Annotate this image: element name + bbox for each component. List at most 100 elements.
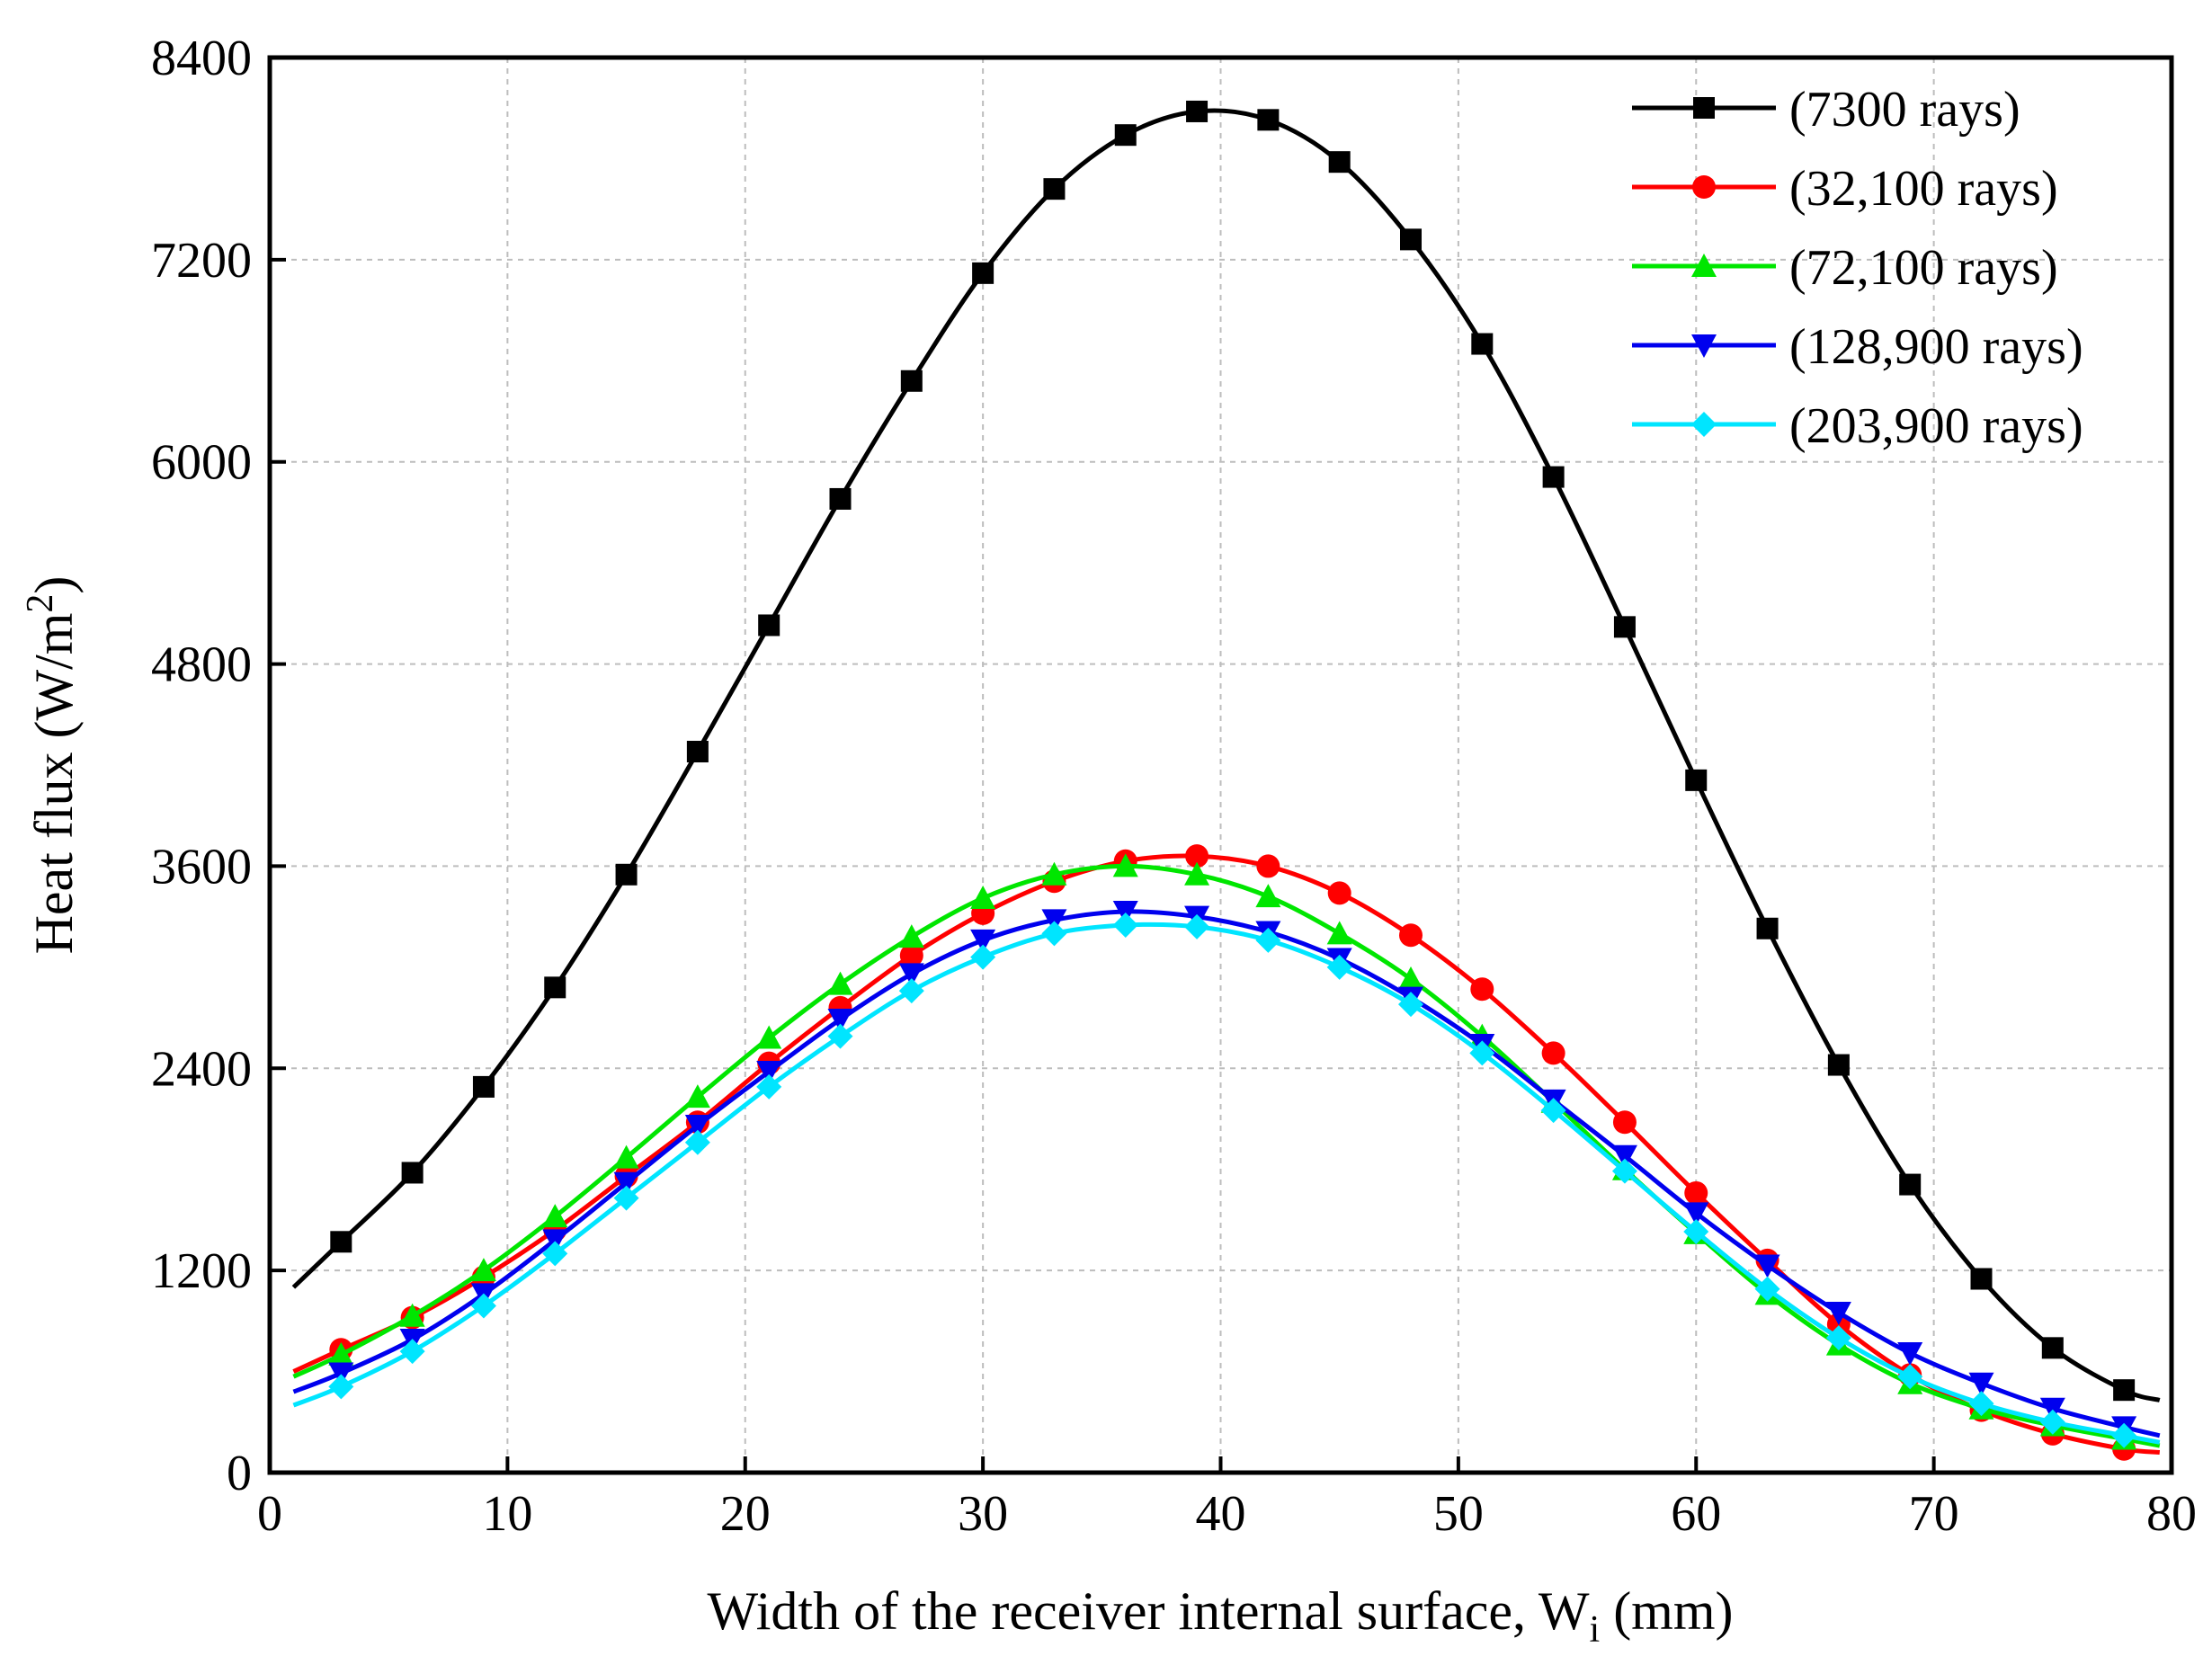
x-tick-label: 80 <box>2146 1486 2197 1542</box>
legend-label: (203,900 rays) <box>1789 398 2083 454</box>
data-point <box>615 863 638 886</box>
data-point <box>758 614 780 637</box>
legend-item: (72,100 rays) <box>1632 240 2058 296</box>
legend-item: (203,900 rays) <box>1632 398 2083 454</box>
data-point <box>1754 1276 1780 1302</box>
data-point <box>1041 861 1067 886</box>
y-tick-label: 7200 <box>151 233 252 289</box>
legend-swatch-marker <box>1693 97 1715 119</box>
series-line <box>292 909 2161 1438</box>
data-point <box>2041 1337 2064 1359</box>
data-point <box>470 1258 496 1282</box>
data-point <box>542 1204 568 1228</box>
data-point <box>1327 881 1351 905</box>
series-layer <box>291 100 2161 1461</box>
data-point <box>970 944 996 970</box>
data-point <box>827 1008 853 1032</box>
data-point <box>1326 954 1352 980</box>
legend-swatch-marker <box>1691 412 1717 437</box>
x-tick-label: 20 <box>720 1486 771 1542</box>
data-point <box>684 1129 710 1155</box>
data-point <box>1184 861 1210 886</box>
data-point <box>1400 228 1422 251</box>
data-point <box>1041 921 1067 947</box>
data-point <box>970 886 996 910</box>
x-tick-label: 10 <box>482 1486 532 1542</box>
data-point <box>1827 1054 1850 1076</box>
data-point <box>1756 917 1779 939</box>
data-point <box>1326 921 1352 945</box>
data-point <box>1398 966 1423 990</box>
data-point <box>470 1293 496 1319</box>
data-point <box>756 1025 782 1049</box>
data-point <box>1683 1202 1709 1226</box>
data-point <box>900 370 923 392</box>
y-axis-title: Heat flux (W/m2) <box>20 576 84 955</box>
data-point <box>1256 854 1280 878</box>
data-point <box>1968 1372 1994 1396</box>
data-point <box>684 1084 710 1109</box>
data-point <box>399 1303 425 1327</box>
data-point <box>1968 1391 1994 1417</box>
data-point <box>1970 1268 1993 1290</box>
data-point <box>756 1061 782 1085</box>
data-point <box>328 1341 354 1366</box>
data-point <box>613 1144 639 1169</box>
legend-item: (128,900 rays) <box>1632 319 2083 375</box>
data-point <box>2111 1422 2137 1448</box>
data-point <box>330 1231 352 1253</box>
data-point <box>898 978 924 1004</box>
legend-item: (7300 rays) <box>1632 82 2020 138</box>
data-point <box>1398 992 1423 1018</box>
grid <box>270 58 2172 1473</box>
data-point <box>1257 109 1280 131</box>
data-point <box>1255 884 1281 908</box>
x-tick-label: 50 <box>1433 1486 1484 1542</box>
data-point <box>829 487 852 510</box>
data-point <box>399 1339 425 1365</box>
data-point <box>1897 1341 1923 1366</box>
data-point <box>1328 151 1351 174</box>
data-point <box>1114 124 1137 147</box>
data-point <box>1112 913 1138 939</box>
data-point <box>1613 616 1636 638</box>
x-axis-title: Width of the receiver internal surface, … <box>708 1581 1734 1651</box>
legend-label: (72,100 rays) <box>1789 240 2058 296</box>
x-tick-label: 30 <box>958 1486 1008 1542</box>
data-point <box>1255 927 1281 953</box>
x-tick-label: 70 <box>1909 1486 1959 1542</box>
data-point <box>1897 1364 1923 1390</box>
y-tick-label: 3600 <box>151 839 252 895</box>
data-point <box>1186 100 1209 122</box>
x-tick-label: 60 <box>1671 1486 1721 1542</box>
data-point <box>1611 1158 1637 1184</box>
data-point <box>1471 333 1494 355</box>
data-point <box>684 1114 710 1138</box>
data-point <box>401 1162 424 1184</box>
data-point <box>1185 844 1209 868</box>
data-point <box>1684 1180 1708 1205</box>
data-point <box>1542 466 1565 488</box>
legend-swatch-marker <box>1691 334 1717 358</box>
data-point <box>1470 977 1494 1002</box>
data-point <box>2039 1409 2065 1435</box>
legend-swatch-marker <box>1692 175 1716 199</box>
data-point <box>613 1171 639 1196</box>
y-tick-label: 4800 <box>151 637 252 693</box>
data-point <box>1184 913 1210 939</box>
data-point <box>827 1023 853 1049</box>
data-point <box>328 1374 354 1400</box>
series-line <box>292 863 2161 1448</box>
data-point <box>1825 1325 1851 1351</box>
data-point <box>544 976 566 999</box>
data-point <box>1399 923 1423 948</box>
data-point <box>1825 1301 1851 1325</box>
data-point <box>1683 1219 1709 1245</box>
y-tick-label: 8400 <box>151 31 252 86</box>
y-tick-label: 6000 <box>151 435 252 491</box>
data-point <box>1112 853 1138 877</box>
data-point <box>1469 1040 1495 1066</box>
data-point <box>1612 1110 1637 1135</box>
series-4 <box>292 901 2161 1440</box>
